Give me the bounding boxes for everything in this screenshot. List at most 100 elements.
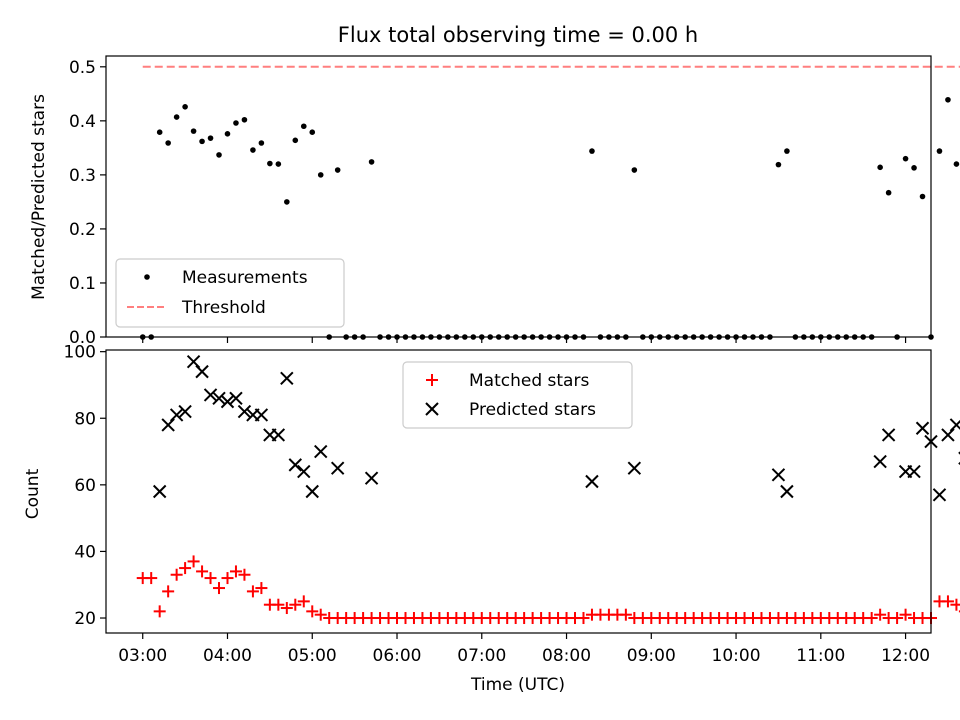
- measurement-point: [241, 116, 248, 123]
- measurement-point: [936, 148, 943, 154]
- measurement-point: [953, 161, 960, 167]
- legend-ratio: Measurements Threshold: [115, 258, 345, 328]
- matched-star-point: [196, 565, 209, 578]
- y-tick-label-count: 80: [74, 409, 96, 429]
- legend-label-matched: Matched stars: [469, 371, 589, 391]
- x-tick-label: 04:00: [203, 646, 252, 666]
- measurement-point: [165, 140, 171, 146]
- predicted-star-point: [949, 418, 960, 432]
- x-tick-label: 12:00: [881, 646, 930, 666]
- y-tick-label-ratio: 0.3: [69, 166, 96, 186]
- predicted-star-point: [585, 474, 599, 489]
- predicted-star-point: [771, 468, 786, 482]
- measurement-point: [885, 189, 892, 196]
- measurement-point: [224, 131, 231, 137]
- y-tick-label-count: 100: [64, 343, 96, 363]
- legend-marker-predicted: [425, 402, 439, 416]
- matched-star-point: [941, 595, 954, 608]
- matched-star-point: [899, 608, 912, 621]
- measurement-point: [877, 164, 883, 171]
- x-tick-label: 03:00: [118, 646, 167, 666]
- predicted-star-point: [907, 464, 921, 479]
- predicted-star-point: [364, 471, 379, 485]
- y-axis-label-count: Count: [23, 468, 43, 519]
- y-tick-label-ratio: 0.5: [69, 58, 96, 78]
- predicted-star-point: [305, 484, 319, 499]
- matched-star-point: [619, 608, 632, 621]
- predicted-star-point: [186, 354, 201, 369]
- measurement-point: [233, 120, 239, 126]
- matched-star-point: [170, 568, 183, 581]
- panel-ratio: Flux total observing time = 0.00 h Match…: [29, 23, 960, 348]
- measurement-point: [156, 129, 163, 135]
- measurement-point: [250, 147, 256, 153]
- predicted-star-point: [915, 421, 930, 435]
- predicted-star-point: [297, 464, 311, 479]
- legend-marker-matched: [426, 374, 438, 386]
- x-axis-label: Time (UTC): [470, 675, 565, 695]
- predicted-star-point: [212, 391, 226, 405]
- legend-box-count: [402, 361, 633, 429]
- x-tick-label: 07:00: [457, 646, 506, 666]
- measurement-point: [190, 128, 197, 134]
- x-tick-label: 09:00: [627, 646, 676, 666]
- measurement-point: [258, 140, 265, 146]
- x-tick-label: 08:00: [542, 646, 591, 666]
- y-tick-label-ratio: 0.2: [69, 220, 96, 240]
- y-ticks-ratio: 0.0 0.1 0.2 0.3 0.4 0.5: [69, 58, 106, 348]
- matched-star-point: [179, 562, 192, 575]
- measurement-point: [631, 167, 638, 173]
- predicted-star-point: [280, 371, 294, 386]
- predicted-star-point: [178, 404, 192, 419]
- y-axis-label-ratio: Matched/Predicted stars: [29, 94, 49, 300]
- chart-title: Flux total observing time = 0.00 h: [338, 23, 698, 47]
- predicted-star-point: [881, 428, 896, 442]
- matched-star-point: [246, 585, 259, 598]
- axes-frame-ratio: [105, 55, 932, 338]
- measurement-point: [902, 155, 909, 162]
- predicted-star-point: [932, 488, 947, 502]
- y-tick-label-count: 20: [74, 609, 96, 629]
- measurement-point: [775, 161, 782, 168]
- matched-star-point: [229, 565, 242, 578]
- matched-star-point: [145, 572, 158, 585]
- matched-star-point: [891, 612, 904, 625]
- predicted-star-point: [152, 484, 167, 499]
- matched-star-point: [162, 585, 175, 598]
- predicted-star-point: [780, 484, 794, 499]
- measurement-point: [207, 135, 214, 141]
- matched-star-point: [577, 612, 590, 625]
- measurement-point: [911, 165, 917, 171]
- measurement-point: [309, 129, 316, 135]
- matched-star-point: [306, 605, 319, 618]
- predicted-star-point: [288, 458, 303, 472]
- x-ticks-count: 03:00 04:00 05:00 06:00 07:00 08:00 09:00 10:00…: [118, 633, 930, 666]
- predicted-star-point: [169, 408, 184, 422]
- measurement-point: [300, 123, 307, 130]
- matched-star-point: [297, 595, 310, 608]
- y-ticks-count: 20 40 60 80 100: [64, 343, 106, 629]
- y-tick-label-ratio: 0.4: [69, 112, 96, 132]
- legend-count: Matched stars Predicted stars: [402, 361, 633, 429]
- measurement-point: [334, 167, 341, 173]
- predicted-star-point: [237, 404, 252, 419]
- predicted-star-point: [941, 428, 955, 442]
- measurement-point: [173, 114, 180, 120]
- legend-label-predicted: Predicted stars: [469, 400, 596, 420]
- measurement-point: [267, 160, 273, 167]
- predicted-star-point: [314, 444, 328, 459]
- measurement-point: [368, 159, 375, 165]
- matched-star-point: [153, 605, 166, 618]
- measurement-point: [284, 199, 290, 205]
- matched-star-point: [238, 568, 251, 581]
- measurement-point: [919, 193, 926, 200]
- predicted-star-point: [271, 428, 286, 442]
- x-tick-label: 11:00: [796, 646, 845, 666]
- measurement-point: [292, 137, 299, 144]
- matched-star-point: [204, 572, 217, 585]
- measurement-point: [216, 152, 222, 158]
- matched-star-point: [272, 598, 285, 611]
- matched-star-point: [950, 598, 960, 611]
